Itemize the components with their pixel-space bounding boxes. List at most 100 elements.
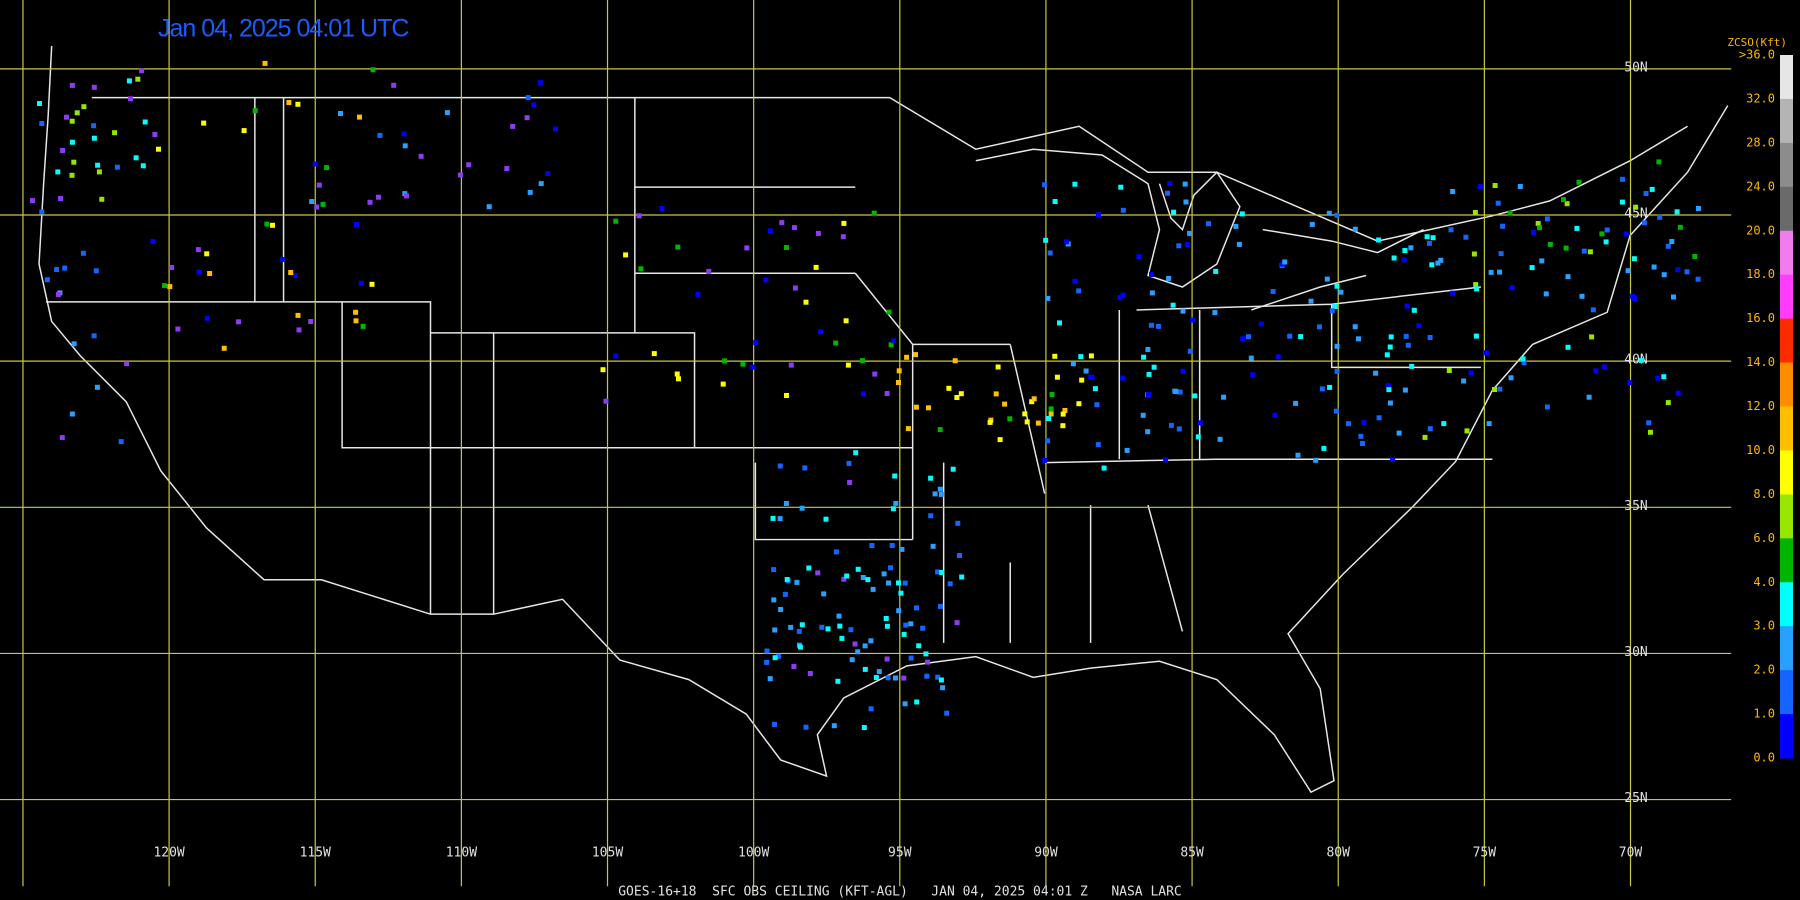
station-dot bbox=[772, 655, 778, 661]
station-dot bbox=[959, 574, 965, 580]
station-dot bbox=[1563, 245, 1569, 251]
station-dot bbox=[1649, 186, 1655, 192]
station-dot bbox=[195, 247, 201, 253]
station-dot bbox=[898, 590, 904, 596]
station-dot bbox=[1140, 412, 1146, 418]
station-dot bbox=[1321, 445, 1327, 451]
station-dot bbox=[1120, 292, 1126, 298]
station-dot bbox=[930, 543, 936, 549]
legend-swatch bbox=[1780, 626, 1793, 671]
station-dot bbox=[126, 78, 132, 84]
station-dot bbox=[504, 166, 510, 171]
station-dot bbox=[1422, 434, 1428, 440]
station-dot bbox=[69, 411, 75, 417]
station-dot bbox=[99, 196, 105, 202]
station-dot bbox=[1497, 386, 1503, 392]
legend-swatch bbox=[1780, 582, 1793, 627]
station-dot bbox=[1403, 333, 1409, 339]
station-dot bbox=[886, 580, 891, 586]
station-dot bbox=[1599, 231, 1605, 237]
station-dot bbox=[1022, 411, 1028, 417]
station-dot bbox=[1309, 221, 1315, 227]
station-dot bbox=[783, 501, 789, 506]
station-dot bbox=[901, 631, 907, 637]
station-dot bbox=[901, 675, 907, 681]
station-dot bbox=[1334, 343, 1340, 349]
station-dot bbox=[950, 466, 956, 472]
station-dot bbox=[802, 465, 808, 471]
station-dot bbox=[1695, 276, 1701, 282]
station-dot bbox=[1317, 324, 1322, 330]
station-dot bbox=[1187, 348, 1193, 354]
station-dot bbox=[264, 221, 270, 227]
station-dot bbox=[788, 362, 794, 368]
station-dot bbox=[39, 121, 45, 126]
station-dot bbox=[1586, 394, 1592, 400]
station-dot bbox=[873, 675, 879, 680]
station-dot bbox=[1197, 420, 1203, 426]
legend-label: 1.0 bbox=[1753, 707, 1775, 721]
station-dot bbox=[1544, 404, 1550, 410]
station-dot bbox=[1029, 399, 1035, 405]
station-dot bbox=[1272, 412, 1278, 418]
station-dot bbox=[796, 628, 802, 634]
station-dot bbox=[1492, 183, 1498, 188]
station-dot bbox=[1136, 254, 1142, 260]
station-dot bbox=[797, 644, 803, 650]
station-dot bbox=[767, 228, 773, 234]
station-dot bbox=[675, 244, 681, 250]
station-dot bbox=[896, 608, 902, 614]
lon-label: 80W bbox=[1326, 846, 1350, 861]
lon-label: 100W bbox=[738, 846, 769, 861]
station-observations bbox=[30, 60, 1701, 730]
station-dot bbox=[1192, 393, 1198, 399]
station-dot bbox=[840, 234, 846, 240]
station-dot bbox=[81, 104, 87, 110]
station-dot bbox=[39, 209, 45, 215]
station-dot bbox=[133, 155, 139, 161]
station-dot bbox=[1385, 383, 1391, 389]
station-dot bbox=[855, 649, 861, 655]
station-dot bbox=[1356, 336, 1361, 342]
station-dot bbox=[1450, 189, 1456, 194]
station-dot bbox=[1384, 352, 1390, 358]
station-dot bbox=[1684, 269, 1690, 275]
station-dot bbox=[807, 671, 813, 676]
station-dot bbox=[1062, 408, 1068, 413]
station-dot bbox=[792, 285, 798, 291]
station-dot bbox=[1427, 335, 1433, 340]
station-dot bbox=[870, 586, 876, 592]
station-dot bbox=[1298, 334, 1304, 340]
station-dot bbox=[1149, 322, 1154, 328]
station-dot bbox=[71, 159, 77, 165]
station-dot bbox=[156, 146, 161, 152]
station-dot bbox=[884, 656, 890, 662]
station-dot bbox=[958, 391, 964, 397]
station-dot bbox=[94, 384, 100, 390]
station-dot bbox=[1180, 308, 1186, 314]
station-dot bbox=[1390, 457, 1396, 463]
station-dot bbox=[1070, 361, 1076, 367]
station-dot bbox=[792, 225, 797, 231]
color-legend: >36.0 32.0 28.0 24.0 20.0 18.0 16.0 14.0 12.0 10.… bbox=[1739, 48, 1793, 765]
outlines bbox=[38, 45, 1729, 794]
station-dot bbox=[799, 505, 805, 511]
station-dot bbox=[803, 299, 809, 305]
station-dot bbox=[997, 437, 1003, 443]
station-dot bbox=[207, 271, 213, 276]
lat-label: 25N bbox=[1624, 791, 1647, 806]
station-dot bbox=[767, 676, 773, 682]
station-dot bbox=[139, 68, 145, 74]
station-dot bbox=[444, 110, 450, 116]
station-dot bbox=[1095, 442, 1101, 448]
station-dot bbox=[402, 143, 408, 149]
lat-label: 30N bbox=[1624, 645, 1647, 660]
station-dot bbox=[466, 162, 472, 168]
station-dot bbox=[1674, 209, 1680, 215]
station-dot bbox=[1360, 441, 1365, 446]
station-dot bbox=[1387, 344, 1393, 350]
station-dot bbox=[1173, 389, 1179, 394]
station-dot bbox=[288, 270, 294, 275]
station-dot bbox=[1495, 200, 1501, 206]
station-dot bbox=[1313, 457, 1319, 463]
